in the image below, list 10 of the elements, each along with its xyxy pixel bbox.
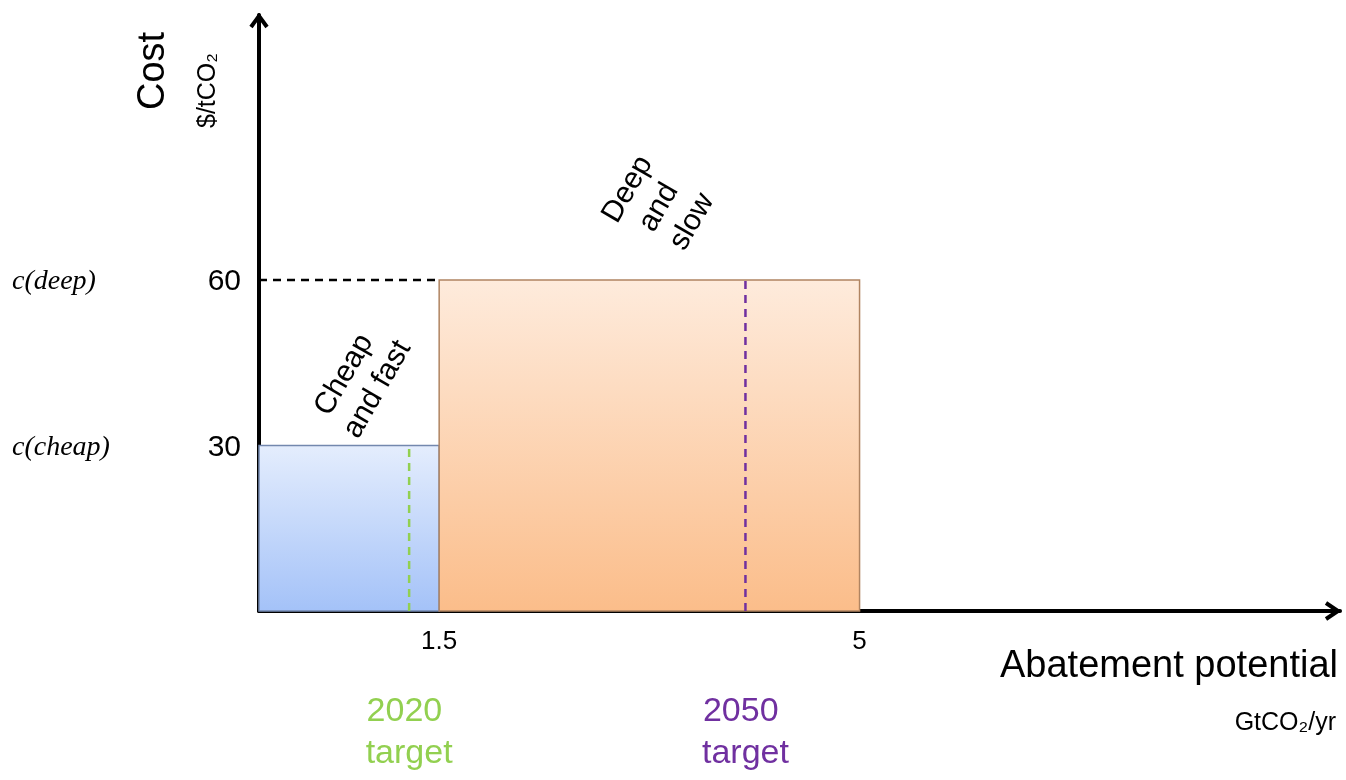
y-tick-label: 30: [207, 428, 241, 462]
x-tick-label: 5: [852, 625, 867, 655]
ref-line-label: 2050 target: [701, 690, 790, 770]
ref-line-label: 2020 target: [365, 690, 454, 770]
x-tick-label: 1.5: [421, 625, 458, 655]
x-axis-title: Abatement potential GtCO₂/yr: [999, 643, 1338, 735]
y-axis-title: Cost $/tCO₂: [130, 31, 220, 128]
y-tick-label: 60: [207, 263, 241, 297]
text: c(deep): [12, 264, 96, 296]
text: c(cheap): [12, 429, 110, 461]
